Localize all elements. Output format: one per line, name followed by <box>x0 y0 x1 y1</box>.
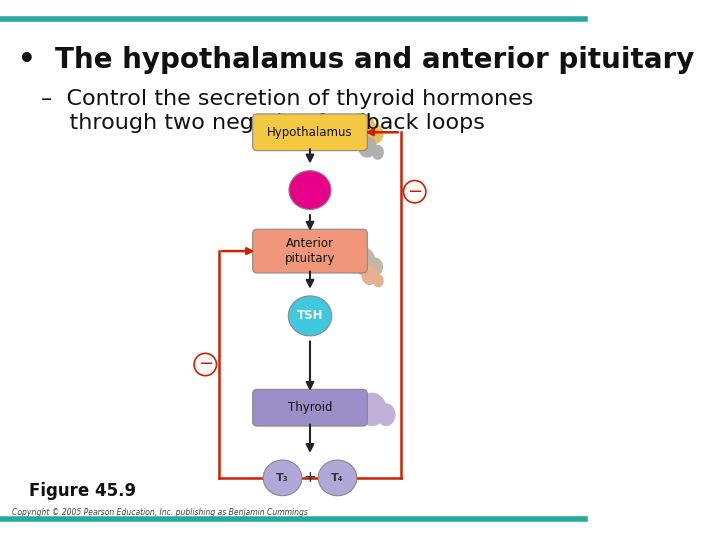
Text: −: − <box>198 355 213 374</box>
Circle shape <box>288 296 332 336</box>
Text: T₃: T₃ <box>276 473 289 483</box>
Ellipse shape <box>348 113 376 144</box>
Text: Hypothalamus: Hypothalamus <box>267 126 353 139</box>
Text: T₄: T₄ <box>331 473 343 483</box>
Ellipse shape <box>368 258 383 276</box>
Ellipse shape <box>358 136 377 158</box>
Text: –  Control the secretion of thyroid hormones: – Control the secretion of thyroid hormo… <box>41 89 534 109</box>
FancyBboxPatch shape <box>253 114 367 151</box>
Circle shape <box>264 460 302 496</box>
Text: through two negative feedback loops: through two negative feedback loops <box>41 113 485 133</box>
Text: Figure 45.9: Figure 45.9 <box>30 482 136 500</box>
FancyBboxPatch shape <box>253 229 367 273</box>
Circle shape <box>289 171 331 210</box>
Ellipse shape <box>373 274 384 287</box>
Ellipse shape <box>357 393 387 426</box>
Text: Copyright © 2005 Pearson Education, Inc. publishing as Benjamin Cummings: Copyright © 2005 Pearson Education, Inc.… <box>12 508 307 517</box>
Text: +: + <box>304 470 316 485</box>
Ellipse shape <box>365 124 384 144</box>
Text: TSH: TSH <box>297 309 323 322</box>
Text: Thyroid: Thyroid <box>288 401 332 414</box>
Ellipse shape <box>352 247 376 275</box>
Circle shape <box>318 460 357 496</box>
Ellipse shape <box>361 266 378 285</box>
FancyBboxPatch shape <box>253 389 367 426</box>
Ellipse shape <box>377 403 395 426</box>
Ellipse shape <box>372 145 384 160</box>
Text: Anterior
pituitary: Anterior pituitary <box>284 237 336 265</box>
Text: •  The hypothalamus and anterior pituitary: • The hypothalamus and anterior pituitar… <box>17 46 694 74</box>
Text: −: − <box>407 183 422 201</box>
